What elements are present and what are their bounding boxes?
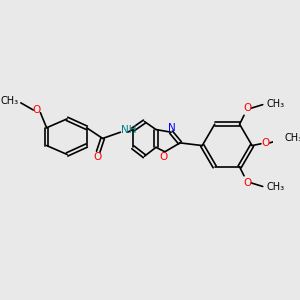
Text: O: O xyxy=(93,152,101,162)
Text: CH₃: CH₃ xyxy=(266,182,284,192)
Text: CH₃: CH₃ xyxy=(284,134,300,143)
Text: NH: NH xyxy=(121,125,137,135)
Text: O: O xyxy=(261,138,269,148)
Text: CH₃: CH₃ xyxy=(1,96,19,106)
Text: O: O xyxy=(159,152,167,162)
Text: O: O xyxy=(244,103,252,113)
Text: CH₃: CH₃ xyxy=(266,99,284,109)
Text: N: N xyxy=(168,123,176,133)
Text: O: O xyxy=(33,105,41,115)
Text: O: O xyxy=(244,178,252,188)
